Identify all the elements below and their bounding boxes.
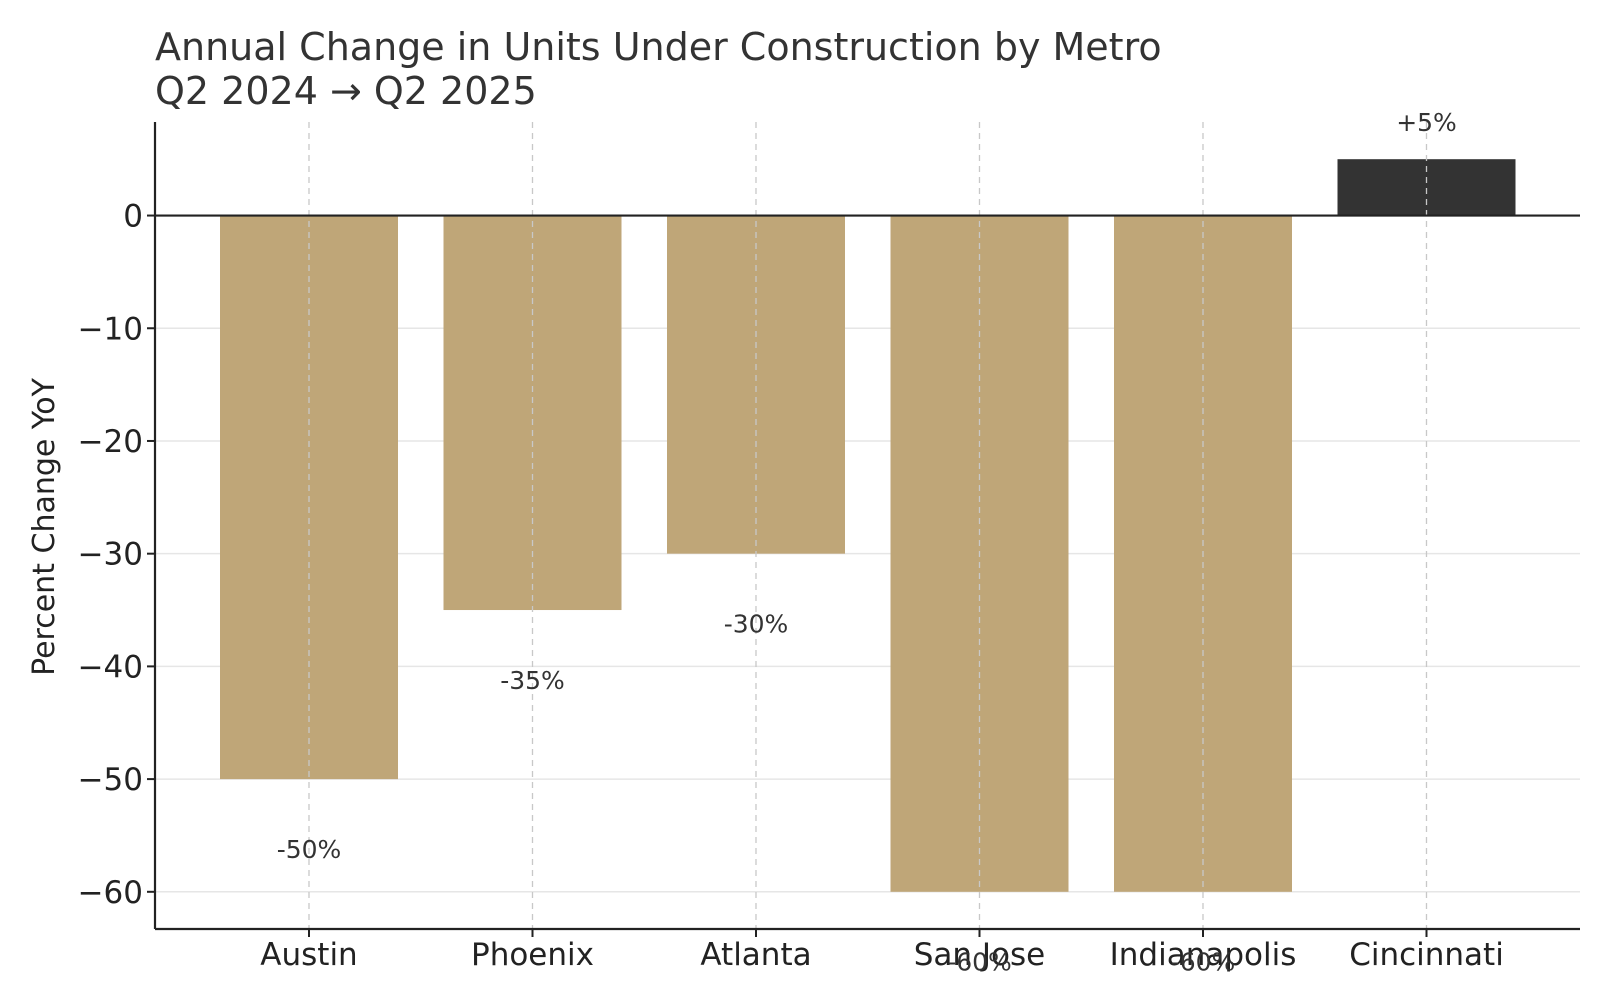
chart-subtitle: Q2 2024 → Q2 2025 [155,69,537,113]
axes-layer [153,122,1580,931]
y-tick-label: −10 [78,311,143,347]
x-tick-label: San Jose [914,937,1046,973]
x-tick-label: Indianapolis [1110,937,1297,973]
data-label: -60% [1171,948,1236,977]
y-tick-label: −30 [78,537,143,573]
y-tick-label: −60 [78,875,143,911]
y-tick-label: −20 [78,424,143,460]
x-tick-label: Phoenix [471,937,594,973]
x-tick-label: Cincinnati [1349,937,1504,973]
y-tick-label: 0 [123,199,143,235]
x-tick-label: Atlanta [700,937,811,973]
y-tick-label: −40 [78,649,143,685]
data-label: -35% [500,666,565,695]
x-tick-label: Austin [260,937,357,973]
vertical-grid-layer [308,122,1428,929]
data-label: -60% [947,948,1012,977]
data-label: -30% [724,610,789,639]
y-axis-label: Percent Change YoY [27,377,62,676]
data-label: -50% [277,835,342,864]
chart-title: Annual Change in Units Under Constructio… [155,25,1162,69]
ticks-layer: 0 −10 −20 −30 −40 −50 −60 Austin Phoenix Atlanta S… [78,199,1504,973]
bars-layer [220,159,1516,892]
y-tick-label: −50 [78,762,143,798]
data-label: +5% [1396,108,1457,137]
data-labels-layer: -50% -35% -30% -60% -60% +5% [277,108,1457,977]
